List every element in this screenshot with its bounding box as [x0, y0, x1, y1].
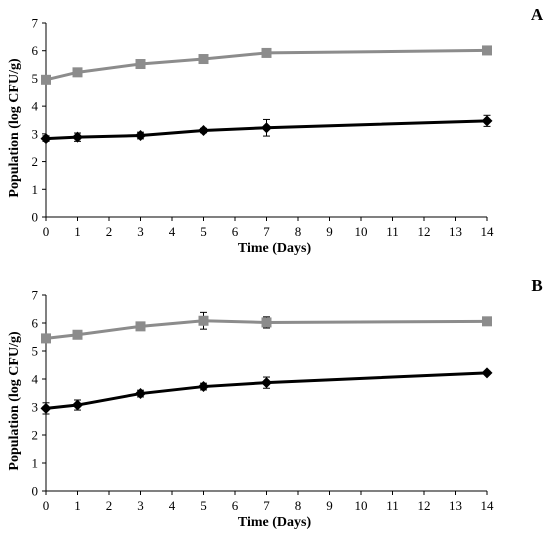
x-tick-label: 10	[355, 224, 368, 239]
data-point-diamond	[40, 402, 52, 414]
y-tick-label: 1	[32, 456, 39, 471]
data-point-square	[261, 47, 272, 58]
x-tick-label: 7	[263, 498, 270, 513]
data-point-diamond	[261, 377, 272, 389]
series-square	[41, 45, 492, 85]
x-tick-label: 7	[263, 224, 270, 239]
x-tick-label: 11	[386, 224, 399, 239]
y-tick-label: 2	[32, 154, 39, 169]
y-tick-label: 0	[32, 210, 39, 225]
series-square	[41, 311, 492, 344]
series-line	[45, 48, 488, 82]
x-tick-label: 4	[169, 498, 176, 513]
data-point-diamond	[198, 125, 209, 137]
y-tick-label: 7	[32, 288, 39, 303]
y-tick-label: 3	[32, 126, 39, 141]
series-line	[45, 319, 488, 340]
x-tick-label: 5	[200, 224, 207, 239]
x-tick-label: 9	[326, 224, 333, 239]
x-tick-label: 13	[449, 224, 462, 239]
data-point-diamond	[135, 130, 146, 142]
y-tick-label: 6	[32, 316, 39, 331]
data-point-square	[41, 74, 51, 85]
data-point-square	[72, 67, 83, 78]
y-tick-label: 1	[32, 182, 39, 197]
data-point-diamond	[72, 131, 83, 143]
data-point-diamond	[72, 399, 83, 411]
x-tick-label: 1	[74, 224, 81, 239]
x-tick-label: 12	[418, 224, 431, 239]
x-tick-label: 0	[43, 498, 50, 513]
data-point-square	[41, 333, 51, 344]
data-point-square	[482, 45, 492, 56]
x-tick-label: 13	[449, 498, 462, 513]
data-point-diamond	[198, 381, 209, 393]
data-point-diamond	[481, 367, 493, 379]
data-point-square	[261, 317, 272, 328]
data-point-diamond	[261, 122, 272, 134]
data-point-square	[135, 59, 146, 70]
x-tick-label: 14	[481, 498, 495, 513]
x-tick-label: 8	[295, 498, 302, 513]
x-tick-label: 12	[418, 498, 431, 513]
data-point-square	[198, 315, 209, 326]
x-tick-label: 8	[295, 224, 302, 239]
x-tick-label: 1	[74, 498, 81, 513]
y-tick-label: 6	[32, 43, 39, 58]
x-tick-label: 10	[355, 498, 368, 513]
y-tick-label: 5	[32, 344, 39, 359]
y-tick-label: 5	[32, 71, 39, 86]
data-point-square	[135, 321, 146, 332]
y-tick-label: 2	[32, 428, 39, 443]
y-tick-label: 4	[32, 372, 39, 387]
x-tick-label: 6	[232, 224, 239, 239]
data-point-diamond	[481, 115, 493, 127]
data-point-square	[198, 54, 209, 65]
x-tick-label: 4	[169, 224, 176, 239]
y-axis-title: Population (log CFU/g)	[7, 331, 22, 471]
panel-label: B	[531, 276, 542, 295]
x-tick-label: 2	[106, 224, 113, 239]
x-tick-label: 3	[137, 224, 144, 239]
x-tick-label: 14	[481, 224, 495, 239]
x-axis-title: Time (Days)	[238, 241, 312, 256]
y-tick-label: 3	[32, 400, 39, 415]
x-tick-label: 0	[43, 224, 50, 239]
y-tick-label: 7	[32, 16, 39, 31]
panel-label: A	[531, 5, 544, 24]
data-point-diamond	[135, 388, 146, 400]
y-tick-label: 0	[32, 484, 39, 499]
x-tick-label: 3	[137, 498, 144, 513]
series-line	[45, 371, 488, 410]
x-tick-label: 2	[106, 498, 113, 513]
series-diamond	[40, 367, 493, 415]
x-tick-label: 6	[232, 498, 239, 513]
y-tick-label: 4	[32, 99, 39, 114]
y-axis-title: Population (log CFU/g)	[7, 58, 22, 198]
data-point-diamond	[40, 133, 52, 145]
x-axis-title: Time (Days)	[238, 515, 312, 530]
data-point-square	[482, 316, 492, 327]
x-tick-label: 9	[326, 498, 333, 513]
x-tick-label: 11	[386, 498, 399, 513]
data-point-square	[72, 329, 83, 340]
x-tick-label: 5	[200, 498, 207, 513]
series-diamond	[40, 114, 493, 145]
